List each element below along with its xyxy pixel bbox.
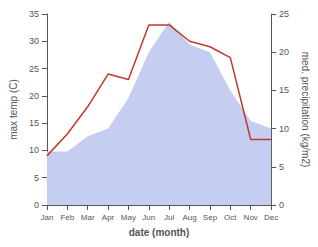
svg-text:5: 5 (279, 162, 284, 172)
svg-text:35: 35 (29, 9, 39, 19)
svg-text:15: 15 (29, 118, 39, 128)
svg-text:max temp (C): max temp (C) (8, 79, 19, 140)
svg-text:15: 15 (279, 85, 289, 95)
svg-text:Jan: Jan (40, 213, 53, 222)
svg-text:30: 30 (29, 36, 39, 46)
svg-text:5: 5 (34, 173, 39, 183)
svg-text:Oct: Oct (224, 213, 237, 222)
svg-text:20: 20 (29, 91, 39, 101)
svg-text:25: 25 (279, 9, 289, 19)
svg-text:May: May (121, 213, 136, 222)
svg-text:0: 0 (34, 200, 39, 210)
svg-text:med. precipitation (kg/m2): med. precipitation (kg/m2) (300, 52, 311, 168)
svg-text:Nov: Nov (244, 213, 258, 222)
svg-text:20: 20 (279, 47, 289, 57)
svg-text:date (month): date (month) (129, 227, 190, 238)
svg-text:Jul: Jul (164, 213, 174, 222)
svg-text:Aug: Aug (182, 213, 196, 222)
svg-text:0: 0 (279, 200, 284, 210)
svg-text:10: 10 (279, 124, 289, 134)
svg-text:Feb: Feb (60, 213, 74, 222)
svg-text:Mar: Mar (81, 213, 95, 222)
svg-text:Dec: Dec (264, 213, 278, 222)
svg-text:Jun: Jun (142, 213, 155, 222)
svg-text:Sep: Sep (203, 213, 218, 222)
svg-text:25: 25 (29, 64, 39, 74)
svg-text:10: 10 (29, 145, 39, 155)
svg-text:Apr: Apr (102, 213, 115, 222)
